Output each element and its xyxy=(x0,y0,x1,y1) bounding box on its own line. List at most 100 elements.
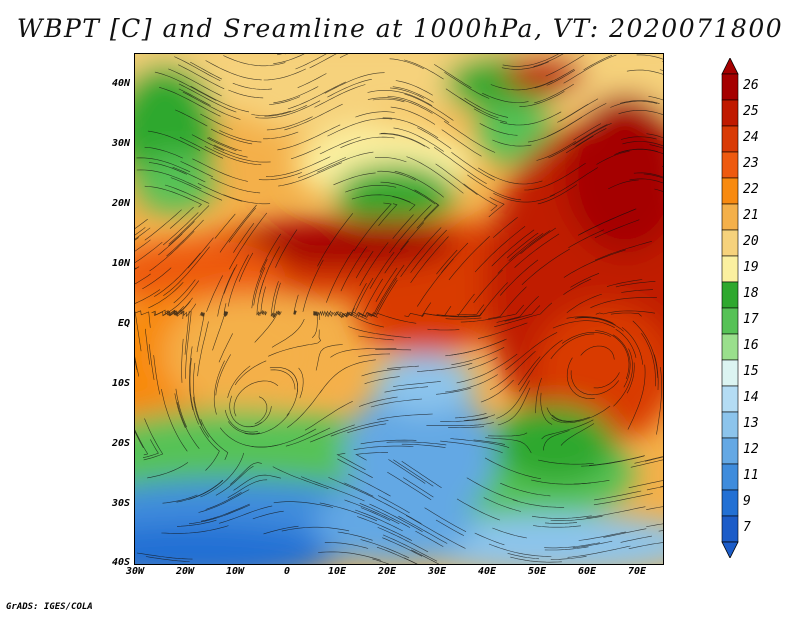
colorbar-swatch xyxy=(721,359,739,387)
streamline xyxy=(456,353,518,384)
streamline xyxy=(586,506,646,518)
streamline xyxy=(340,136,395,149)
streamline xyxy=(326,249,354,303)
streamline xyxy=(621,327,644,365)
streamline xyxy=(405,515,466,549)
streamline xyxy=(561,332,611,344)
streamline xyxy=(456,304,485,315)
streamline xyxy=(594,490,642,501)
streamline xyxy=(380,132,430,149)
credit-text: GrADS: IGES/COLA xyxy=(6,602,93,612)
streamline xyxy=(208,137,242,152)
colorbar-swatch xyxy=(721,385,739,413)
streamline xyxy=(135,358,138,371)
streamline xyxy=(392,86,434,103)
streamline xyxy=(474,532,505,546)
streamline xyxy=(506,232,539,259)
streamline xyxy=(293,294,299,315)
streamline xyxy=(230,462,262,485)
streamline xyxy=(514,233,560,268)
streamline xyxy=(460,304,525,323)
streamline xyxy=(154,252,201,297)
streamline xyxy=(228,207,257,243)
streamline xyxy=(544,522,578,524)
colorbar-label: 7 xyxy=(743,520,751,535)
streamline xyxy=(451,152,496,181)
streamline xyxy=(193,396,210,438)
streamline xyxy=(358,396,398,407)
streamline xyxy=(576,316,616,326)
streamline xyxy=(206,275,223,312)
lat-label-40n: 40N xyxy=(111,78,130,89)
streamline xyxy=(359,503,411,528)
streamline xyxy=(492,216,518,238)
streamline xyxy=(508,233,544,262)
streamline xyxy=(484,457,541,479)
streamline xyxy=(337,458,373,478)
streamline xyxy=(633,172,663,178)
streamline xyxy=(173,279,196,304)
streamline xyxy=(389,58,424,70)
streamline xyxy=(387,95,450,124)
wbpt-streamline-map xyxy=(134,53,664,565)
streamline xyxy=(154,71,217,101)
streamline xyxy=(355,452,389,461)
streamline xyxy=(474,226,526,273)
streamline xyxy=(333,172,376,186)
streamline xyxy=(263,68,306,81)
streamline xyxy=(251,110,291,116)
streamline xyxy=(145,556,190,562)
streamline xyxy=(149,230,195,272)
streamline xyxy=(532,525,581,528)
streamline xyxy=(573,123,602,141)
lon-label-10e: 10E xyxy=(327,566,347,577)
streamline xyxy=(286,369,299,416)
streamline xyxy=(252,510,284,520)
streamline xyxy=(572,540,613,549)
streamline xyxy=(481,92,529,103)
streamline xyxy=(354,277,374,314)
streamline xyxy=(563,278,592,295)
streamline xyxy=(340,246,368,292)
colorbar-swatch xyxy=(721,125,739,153)
streamline xyxy=(441,129,482,157)
streamline xyxy=(646,523,663,527)
streamline xyxy=(620,100,660,104)
streamline xyxy=(494,302,553,327)
streamline xyxy=(478,167,543,185)
streamline xyxy=(485,437,532,454)
streamline xyxy=(369,251,395,289)
lon-label-20e: 20E xyxy=(377,566,397,577)
streamline xyxy=(500,482,551,497)
streamline xyxy=(400,227,442,277)
streamline xyxy=(630,459,663,468)
streamline xyxy=(228,89,264,99)
streamline xyxy=(355,509,403,532)
lat-label-30s: 30S xyxy=(111,498,130,509)
streamline xyxy=(358,335,394,341)
streamline xyxy=(142,267,172,290)
streamline xyxy=(615,328,637,358)
streamline xyxy=(435,519,465,536)
streamline xyxy=(552,414,590,422)
streamline xyxy=(204,146,262,166)
streamline xyxy=(345,283,367,317)
streamline xyxy=(317,151,374,173)
streamline xyxy=(473,269,503,303)
streamline xyxy=(487,432,528,437)
streamline xyxy=(151,301,191,317)
streamline xyxy=(263,525,299,535)
streamline xyxy=(369,503,423,532)
lat-label-10s: 10S xyxy=(111,378,130,389)
streamline xyxy=(445,317,482,320)
streamline xyxy=(403,557,418,564)
streamline xyxy=(372,558,390,564)
streamline xyxy=(259,246,280,295)
streamline xyxy=(644,456,663,462)
streamline xyxy=(380,181,436,205)
streamline xyxy=(417,362,473,372)
streamline xyxy=(549,167,598,197)
lat-label-40s: 40S xyxy=(111,557,130,568)
streamline xyxy=(436,249,458,275)
streamline xyxy=(189,357,199,425)
